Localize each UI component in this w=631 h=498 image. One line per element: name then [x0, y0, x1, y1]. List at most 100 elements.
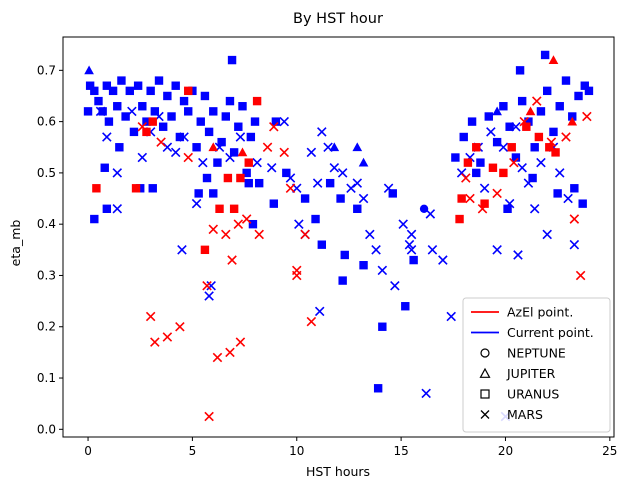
data-point-square: [388, 189, 397, 198]
data-point-square: [463, 158, 473, 167]
data-point-x: [479, 183, 490, 194]
data-point-x: [204, 411, 214, 422]
data-point-square: [142, 117, 151, 126]
data-point-x: [563, 193, 573, 204]
data-points: [83, 50, 594, 422]
data-point-square: [545, 143, 554, 152]
data-point-triangle: [492, 106, 502, 116]
legend-marker-x: [480, 410, 490, 419]
series-uranus-current: [83, 50, 594, 393]
data-point-x: [204, 291, 214, 301]
data-point-square: [83, 107, 93, 116]
data-point-square: [269, 199, 278, 208]
data-point-x: [306, 316, 317, 327]
legend-label-neptune: NEPTUNE: [507, 346, 566, 361]
x-axis-label: HST hours: [306, 464, 370, 479]
data-point-x: [170, 147, 181, 158]
data-point-x: [150, 337, 160, 347]
data-point-square: [158, 122, 168, 131]
data-point-x: [294, 219, 304, 229]
data-point-square: [150, 107, 160, 116]
data-point-x: [212, 352, 223, 363]
data-point-x: [554, 168, 565, 178]
data-point-square: [100, 163, 109, 172]
data-point-triangle: [567, 116, 578, 126]
series-jupiter-current: [84, 65, 502, 167]
y-tick-label: 0.7: [37, 63, 56, 77]
data-point-square: [359, 261, 368, 270]
data-point-square: [167, 112, 176, 121]
data-point-square: [204, 127, 214, 137]
data-point-x: [365, 229, 375, 240]
data-point-square: [194, 189, 203, 198]
data-point-x: [492, 188, 502, 199]
data-point-square: [98, 107, 107, 116]
data-point-x: [252, 157, 262, 168]
data-point-square: [467, 117, 477, 126]
data-point-triangle: [329, 142, 340, 152]
data-point-square: [209, 107, 218, 116]
data-point-x: [95, 106, 106, 117]
data-point-square: [154, 76, 164, 85]
legend-label-current-point: Current point.: [507, 325, 594, 340]
y-tick-label: 0.6: [37, 115, 56, 129]
data-point-square: [488, 163, 498, 172]
data-point-x: [569, 239, 580, 250]
data-point-square: [524, 117, 533, 126]
data-point-square: [472, 168, 481, 178]
data-point-x: [421, 388, 431, 399]
data-point-square: [549, 127, 558, 137]
data-point-x: [221, 229, 231, 240]
data-point-square: [476, 158, 485, 167]
data-point-x: [127, 106, 137, 117]
data-point-square: [184, 107, 193, 116]
data-point-square: [90, 214, 99, 224]
data-point-square: [401, 302, 410, 311]
data-point-square: [457, 194, 466, 203]
data-point-x: [145, 311, 156, 322]
data-point-square: [553, 189, 562, 198]
data-point-square: [175, 132, 185, 142]
chart-title: By HST hour: [293, 11, 383, 27]
data-point-x: [532, 96, 542, 106]
data-point-square: [507, 143, 516, 152]
data-point-x: [233, 219, 244, 229]
data-point-square: [202, 173, 212, 183]
data-point-x: [254, 229, 264, 240]
data-point-triangle: [237, 147, 248, 157]
data-point-square: [522, 122, 531, 131]
y-tick-label: 0.5: [37, 166, 56, 180]
data-point-x: [427, 245, 438, 255]
data-point-x: [112, 168, 123, 178]
data-point-x: [446, 311, 456, 322]
data-point-square: [340, 250, 349, 260]
data-point-x: [406, 229, 417, 240]
data-point-x: [513, 250, 523, 260]
data-point-x: [208, 224, 219, 235]
data-point-square: [503, 204, 512, 213]
data-point-square: [517, 96, 527, 106]
y-tick-label: 0.1: [37, 371, 56, 385]
data-point-x: [406, 245, 417, 255]
data-point-square: [484, 112, 493, 121]
data-point-square: [125, 86, 134, 96]
data-point-triangle: [352, 142, 363, 152]
data-point-x: [225, 347, 235, 358]
data-point-square: [336, 194, 345, 203]
data-point-x: [504, 198, 515, 209]
data-point-x: [542, 229, 552, 240]
data-point-x: [536, 157, 546, 168]
data-point-square: [492, 137, 502, 147]
data-point-square: [94, 96, 103, 106]
data-point-x: [371, 245, 381, 255]
data-point-square: [528, 173, 537, 183]
y-tick-label: 0.2: [37, 320, 56, 334]
data-point-x: [377, 265, 388, 276]
legend-marker-square: [480, 389, 490, 399]
data-point-square: [505, 122, 514, 131]
series-neptune-current: [419, 204, 429, 213]
data-point-square: [209, 189, 218, 198]
legend-marker-triangle: [479, 367, 491, 378]
data-point-x: [477, 204, 488, 214]
data-point-x: [291, 265, 302, 276]
